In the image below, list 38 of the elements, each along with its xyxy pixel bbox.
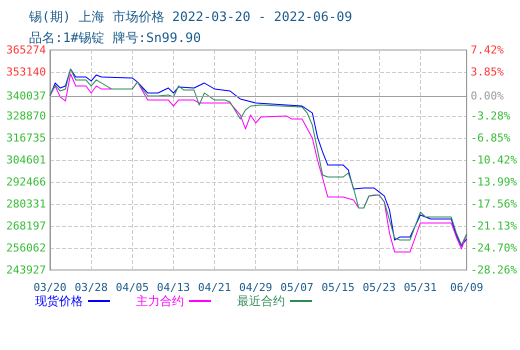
x-tick-label: 05/15 xyxy=(321,281,355,294)
y-tick-label: 328870 xyxy=(6,110,46,122)
y-tick-label: 280331 xyxy=(6,198,46,210)
y2-tick-label: -28.26% xyxy=(470,264,518,276)
y-tick-label: 353140 xyxy=(6,66,46,78)
legend-label: 现货价格 xyxy=(35,294,83,308)
y2-tick-label: 3.85% xyxy=(470,66,504,79)
y2-tick-label: 7.42% xyxy=(470,44,504,56)
chart-title: 锡(期) 上海 市场价格 2022-03-20 - 2022-06-09 xyxy=(28,10,352,25)
x-tick-label: 04/13 xyxy=(156,281,190,294)
y2-tick-label: -17.56% xyxy=(470,198,518,211)
y-tick-label: 316735 xyxy=(6,132,46,144)
y2-tick-label: -24.70% xyxy=(470,242,518,255)
chart-subtitle: 品名:1#锡锭 牌号:Sn99.90 xyxy=(29,31,201,46)
legend-label: 主力合约 xyxy=(136,294,184,308)
x-tick-label: 04/05 xyxy=(116,281,149,294)
x-tick-label: 04/21 xyxy=(198,281,232,294)
y2-tick-label: -3.28% xyxy=(470,109,511,122)
y2-tick-label: 0.00% xyxy=(470,89,504,102)
y-tick-label: 292466 xyxy=(6,176,46,188)
x-tick-label: 03/20 xyxy=(33,281,67,294)
x-tick-label: 04/29 xyxy=(239,281,272,294)
y-tick-label: 268197 xyxy=(6,220,46,232)
y-tick-label: 365274 xyxy=(6,44,46,56)
x-tick-label: 03/28 xyxy=(74,281,108,294)
legend-label: 最近合约 xyxy=(237,294,285,308)
y-tick-label: 304601 xyxy=(6,154,46,166)
x-tick-label: 05/23 xyxy=(362,281,396,294)
y-tick-label: 243927 xyxy=(6,264,46,276)
y2-tick-label: -10.42% xyxy=(470,154,518,166)
y2-tick-label: -21.13% xyxy=(470,220,518,233)
y2-tick-label: -6.85% xyxy=(470,131,511,144)
x-tick-label: 05/31 xyxy=(404,281,437,294)
y2-tick-label: -13.99% xyxy=(470,176,518,189)
x-tick-label: 06/09 xyxy=(450,281,484,294)
y-tick-label: 256062 xyxy=(6,242,46,254)
x-tick-label: 05/07 xyxy=(280,281,314,294)
y-tick-label: 340037 xyxy=(6,89,46,102)
